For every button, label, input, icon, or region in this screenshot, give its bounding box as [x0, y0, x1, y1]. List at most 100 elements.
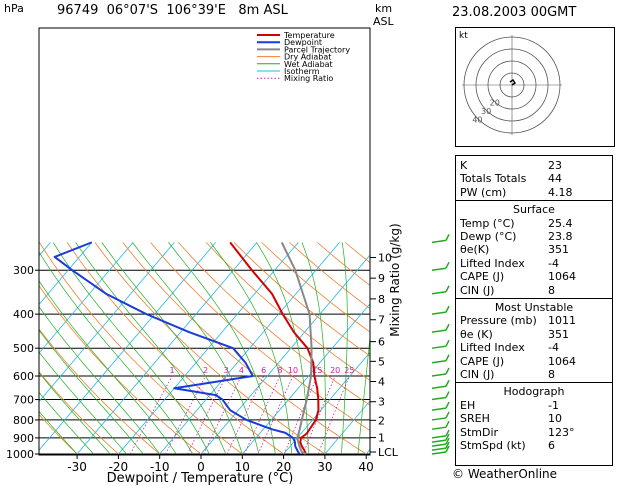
mixing-ratio-label: 3 — [224, 366, 229, 375]
wind-barb-flag — [445, 391, 450, 398]
hodograph-ring-label: 20 — [490, 98, 500, 107]
wind-barb-flag — [445, 437, 450, 445]
legend-entry: Temperature — [283, 31, 335, 40]
km-tick-label: LCL — [378, 446, 399, 459]
wind-barb — [431, 329, 447, 333]
wet-adiabat-line — [39, 329, 144, 455]
mixing-ratio-axis-label: Mixing Ratio (g/kg) — [388, 223, 402, 336]
pressure-tick-label: 300 — [13, 264, 34, 277]
mixing-ratio-line — [302, 375, 336, 455]
km-tick-label: 6 — [378, 336, 385, 349]
wind-barb — [431, 439, 447, 443]
panel-divider — [456, 298, 612, 299]
panel-divider — [456, 382, 612, 384]
index-value: 351 — [548, 243, 569, 257]
index-row: CIN (J) 8 — [460, 368, 608, 381]
index-label: CAPE (J) — [460, 354, 505, 368]
wind-barb — [431, 311, 447, 315]
index-value: 8 — [548, 368, 555, 381]
wet-adiabat-line — [75, 242, 227, 455]
dry-adiabat-line — [289, 242, 370, 309]
wind-barb — [431, 359, 447, 364]
temperature-tick-label: -20 — [109, 460, 129, 474]
dry-adiabat-line — [150, 242, 370, 431]
wet-adiabat-line — [39, 372, 111, 455]
pressure-tick-label: 800 — [13, 414, 34, 427]
wind-barb-flag — [445, 411, 450, 419]
panel-section-title: Surface — [513, 203, 555, 217]
km-tick-label: 8 — [378, 293, 385, 306]
index-value: 1064 — [548, 270, 576, 284]
index-label: θe (K) — [460, 327, 493, 341]
index-label: Lifted Index — [460, 256, 525, 270]
wind-barb — [431, 426, 447, 430]
legend-entry: Isotherm — [284, 67, 320, 76]
wind-barb-flag — [445, 367, 450, 375]
panel-section-title: Hodograph — [503, 385, 565, 399]
dry-adiabat-line — [39, 284, 202, 455]
index-value: -1 — [548, 398, 559, 412]
mixing-ratio-label: 4 — [239, 366, 244, 375]
km-tick-label: 10 — [378, 251, 392, 264]
index-value: 8 — [548, 283, 555, 297]
wet-adiabat-line — [341, 242, 348, 455]
hodograph-kt-label: kt — [459, 31, 468, 41]
index-value: -4 — [548, 341, 559, 355]
copyright: © WeatherOnline — [452, 467, 558, 481]
isotherm-line — [76, 242, 258, 455]
index-value: 351 — [548, 327, 569, 341]
isotherm-line — [241, 303, 370, 455]
mixing-ratio-label: 2 — [203, 366, 208, 375]
mixing-ratio-label: 25 — [344, 366, 354, 375]
wet-adiabat-line — [210, 242, 293, 455]
index-value: -4 — [548, 256, 559, 270]
wet-adiabat-line — [39, 280, 177, 455]
wind-barb — [431, 267, 447, 271]
index-label: Pressure (mb) — [460, 314, 537, 328]
mixing-ratio-label: 6 — [261, 366, 266, 375]
wet-adiabat-line — [39, 410, 78, 455]
index-row: StmDir 123° — [460, 426, 608, 439]
isotherm-line — [39, 242, 134, 354]
mixing-ratio-label: 15 — [312, 366, 322, 375]
wind-barb — [431, 385, 447, 389]
mixing-ratio-line — [165, 375, 206, 455]
index-label: Dewp (°C) — [460, 230, 517, 243]
station-id: 96749 — [57, 3, 99, 18]
wind-barb — [431, 435, 447, 439]
index-label: CAPE (J) — [460, 270, 505, 284]
index-value: 25.4 — [548, 216, 573, 230]
index-label: StmDir — [460, 425, 499, 439]
mixing-ratio-line — [203, 375, 242, 455]
index-value: 4.18 — [548, 185, 573, 199]
temperature-tick-label: 30 — [317, 460, 332, 474]
index-row: θe(K) 351 — [460, 243, 608, 256]
index-row: Dewp (°C) 23.8 — [460, 230, 608, 243]
index-label: CIN (J) — [460, 283, 495, 297]
temperature-tick-label: 10 — [235, 460, 250, 474]
legend-entry: Dry Adiabat — [284, 53, 331, 62]
station-lon: 106°39'E — [166, 3, 226, 18]
indices-panel: K 23 Totals Totals 44 PW (cm) 4.18 Surface Temp… — [455, 155, 613, 466]
panel-divider — [456, 200, 612, 202]
legend-box — [254, 30, 364, 110]
dry-adiabat-line — [261, 242, 370, 333]
index-value: 6 — [548, 439, 555, 452]
isotherm-line — [118, 242, 299, 455]
legend-entry: Dewpoint — [284, 38, 322, 47]
index-value: 10 — [548, 412, 562, 426]
mixing-ratio-line — [129, 375, 173, 455]
dry-adiabat-line — [39, 328, 160, 455]
mixing-ratio-label: 10 — [288, 366, 298, 375]
mixing-ratio-label: 8 — [277, 366, 282, 375]
index-value: 1011 — [548, 314, 576, 328]
wet-adiabat-line — [168, 242, 276, 455]
temperature-tick-label: 0 — [197, 460, 205, 474]
dry-adiabat-line — [66, 242, 284, 455]
mixing-ratio-line — [226, 375, 265, 455]
wind-barb-flag — [445, 433, 450, 441]
temperature-tick-label: -10 — [150, 460, 170, 474]
hodograph-ring-label: 40 — [472, 116, 482, 125]
